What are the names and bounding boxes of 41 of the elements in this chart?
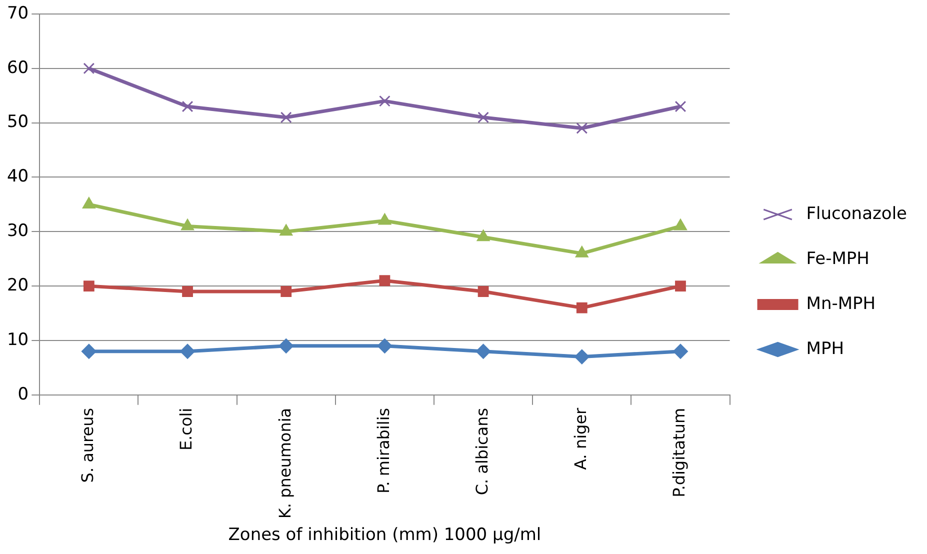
point bbox=[478, 112, 489, 124]
point bbox=[672, 344, 688, 359]
x-tick-label: P.digitatum bbox=[670, 408, 689, 498]
x-axis-title: Zones of inhibition (mm) 1000 µg/ml bbox=[228, 525, 542, 546]
y-tick-label: 30 bbox=[6, 221, 29, 242]
point bbox=[674, 100, 686, 112]
point bbox=[574, 349, 590, 364]
point bbox=[280, 112, 292, 124]
point bbox=[576, 122, 588, 134]
point bbox=[83, 280, 94, 292]
x-tick-label: S. aureus bbox=[78, 408, 98, 483]
point bbox=[478, 286, 489, 297]
y-tick-label: 50 bbox=[6, 112, 29, 132]
y-tick-label: 10 bbox=[6, 330, 29, 350]
y-tick-label: 70 bbox=[6, 3, 29, 24]
legend-label: Fluconazole bbox=[806, 204, 908, 224]
y-tick-label: 0 bbox=[18, 384, 29, 404]
point bbox=[576, 302, 588, 314]
x-tick-label: P. mirabilis bbox=[374, 408, 393, 494]
x-tick-label: A. niger bbox=[571, 407, 590, 470]
y-tick-label: 20 bbox=[6, 275, 29, 296]
point bbox=[83, 62, 95, 74]
point bbox=[675, 280, 686, 292]
point bbox=[476, 344, 491, 359]
y-tick-label: 60 bbox=[6, 58, 29, 78]
point bbox=[182, 100, 194, 112]
point bbox=[182, 286, 193, 297]
x-tick-label: K. pneumonia bbox=[275, 408, 294, 519]
legend-label: Fe-MPH bbox=[806, 248, 870, 269]
point bbox=[280, 286, 292, 297]
legend-label: Mn-MPH bbox=[806, 294, 876, 314]
y-tick-label: 40 bbox=[6, 166, 29, 187]
x-tick-label: C. albicans bbox=[472, 408, 492, 496]
point bbox=[180, 344, 196, 359]
point bbox=[81, 344, 96, 359]
point bbox=[377, 338, 392, 354]
point bbox=[379, 95, 390, 107]
legend-label: MPH bbox=[806, 338, 844, 359]
x-tick-label: E.coli bbox=[176, 408, 196, 451]
point bbox=[379, 275, 390, 286]
point bbox=[278, 338, 294, 354]
